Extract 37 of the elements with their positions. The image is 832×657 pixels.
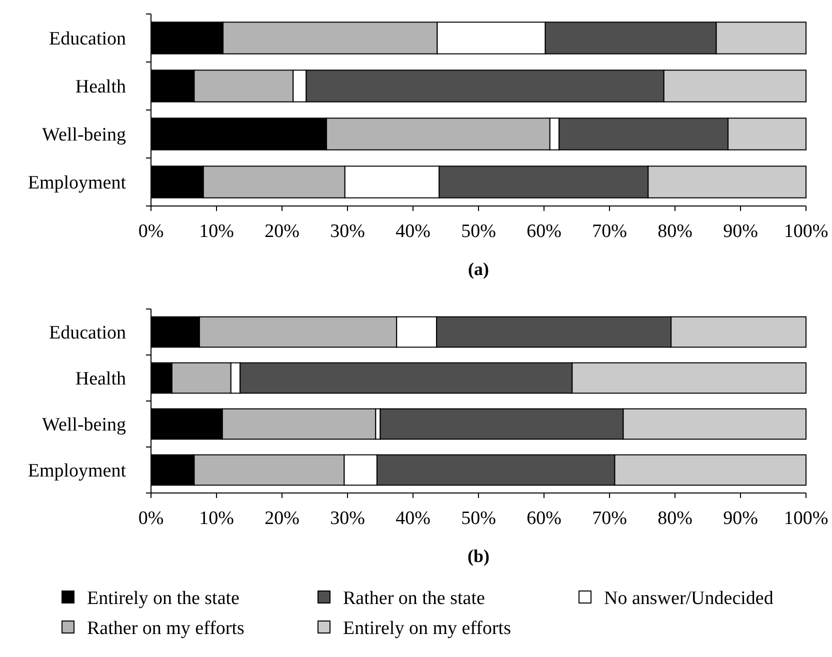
x-tick-label: 40% [396, 221, 431, 242]
y-tick-label: Well-being [42, 414, 126, 436]
x-tick-label: 30% [330, 508, 366, 529]
x-tick-label: 60% [526, 221, 562, 242]
x-tick-label: 0% [138, 221, 164, 242]
y-tick-label: Education [48, 322, 126, 344]
x-tick-label: 70% [592, 221, 628, 242]
y-tick-label: Employment [28, 172, 127, 194]
x-tick-label: 40% [396, 508, 431, 529]
y-tick-label: Education [48, 28, 126, 50]
x-tick-label: 30% [330, 221, 366, 242]
y-tick-label: Employment [28, 460, 127, 482]
x-tick-label: 90% [723, 221, 758, 242]
legend-label: Entirely on the state [87, 588, 240, 609]
x-tick-label: 0% [138, 508, 164, 529]
x-tick-label: 60% [526, 508, 562, 529]
legend-label: Rather on the state [343, 588, 485, 609]
x-tick-label: 10% [199, 508, 234, 529]
x-tick-label: 10% [199, 221, 234, 242]
x-tick-label: 50% [461, 221, 496, 242]
x-tick-label: 20% [264, 508, 300, 529]
y-tick-label: Health [75, 76, 126, 98]
text: (a) [468, 259, 489, 279]
y-tick-label: Health [75, 368, 126, 390]
legend-label: Rather on my efforts [87, 618, 244, 639]
x-tick-label: 100% [784, 508, 828, 529]
legend-label: Entirely on my efforts [343, 618, 511, 639]
x-tick-label: 100% [784, 221, 828, 242]
x-tick-label: 70% [592, 508, 628, 529]
x-tick-label: 80% [658, 221, 693, 242]
x-tick-label: 80% [658, 508, 693, 529]
y-tick-label: Well-being [42, 124, 126, 146]
text: (b) [468, 546, 490, 566]
legend-label: No answer/Undecided [604, 588, 774, 609]
x-tick-label: 90% [723, 508, 758, 529]
x-tick-label: 20% [264, 221, 300, 242]
x-tick-label: 50% [461, 508, 496, 529]
